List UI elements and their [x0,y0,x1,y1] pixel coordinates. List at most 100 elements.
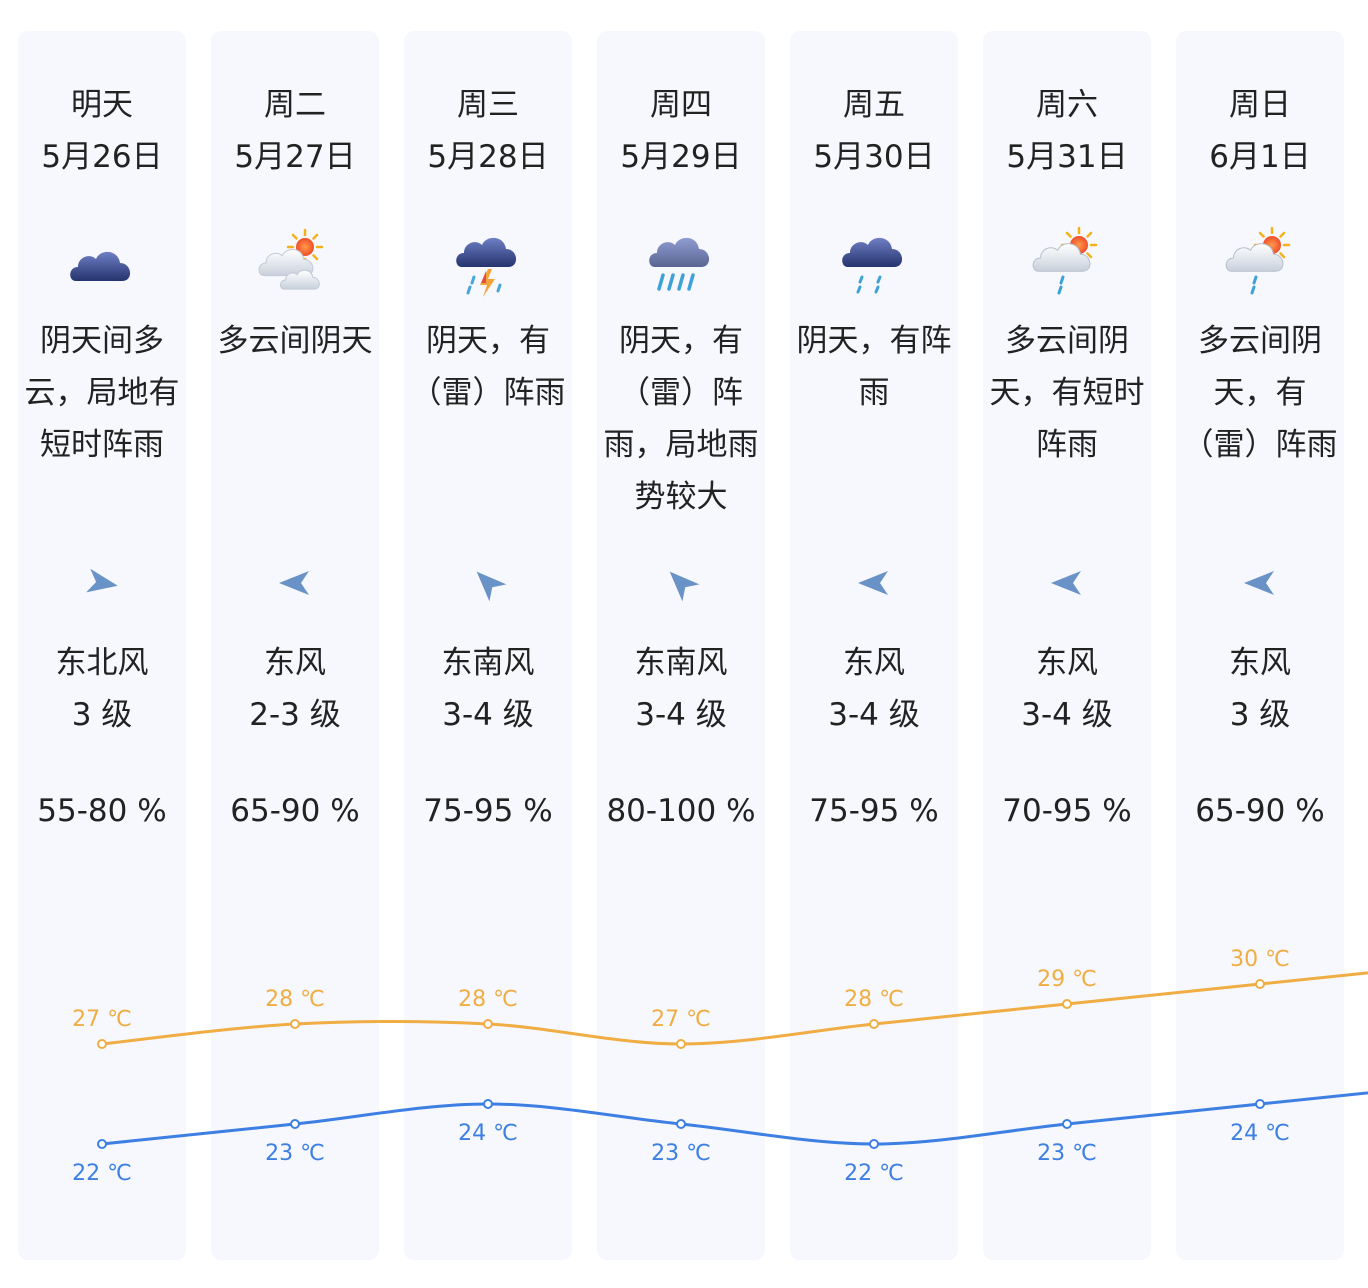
low-temp-label: 24 ℃ [1230,1121,1290,1146]
weather-description: 多云间阴天，有短时阵雨 [985,315,1149,471]
date-label: 5月31日 [1006,139,1128,175]
weather-description-line: （雷）阵雨 [1182,427,1338,463]
day-card: 周三 5月28日 阴天，有 （雷）阵雨 东南风 3-4 级 75-95 % [404,31,572,1260]
weekday-label: 周五 [843,87,905,123]
low-temp-point [290,1119,300,1129]
wind-direction-arrow-icon [275,563,315,603]
overcast-cloud-icon [62,227,142,307]
weather-description: 多云间阴天 [213,315,377,367]
weather-description-line: 多云间阴 [1198,323,1322,359]
wind-direction-label: 东风 [1036,645,1098,681]
high-temp-point [290,1019,300,1029]
weather-description: 阴天，有 （雷）阵 雨，局地雨 势较大 [599,315,763,523]
date-label: 5月28日 [427,139,549,175]
weather-description-line: 雨 [858,375,890,411]
humidity-label: 75-95 % [809,793,939,829]
date-label: 5月26日 [41,139,163,175]
wind-level-label: 3-4 级 [442,697,534,733]
day-card: 周二 5月27日 多云间阴天 东风 2-3 级 65-90 % [211,31,379,1260]
weekday-label: 周日 [1229,87,1291,123]
wind-direction-label: 东南风 [634,645,728,681]
high-temp-point [483,1019,493,1029]
rain-icon [834,227,914,307]
wind-direction-label: 东南风 [441,645,535,681]
wind-direction-arrow-icon [1240,563,1280,603]
sun-cloud-shower-icon [1220,226,1300,307]
weekday-label: 周三 [457,87,519,123]
weather-description-line: 天，有短时 [989,375,1145,411]
low-temp-line [101,1091,1368,1146]
wind-direction-label: 东风 [264,645,326,681]
wind-direction-arrow-icon [661,563,701,603]
wind-direction-label: 东北风 [55,645,149,681]
high-temp-line [101,971,1368,1046]
weather-description-line: 阴天，有 [426,323,550,359]
high-temp-label: 28 ℃ [844,987,904,1012]
day-card: 明天 5月26日 阴天间多云，局地有短时阵雨 东北风 3 级 55-80 % [18,31,186,1260]
wind-direction-arrow-icon [82,563,122,603]
day-card: 周六 5月31日 多云间阴天，有短时阵雨 东风 3-4 级 70-95 % [983,31,1151,1260]
weekday-label: 周四 [650,87,712,123]
high-temp-label: 28 ℃ [265,987,325,1012]
wind-direction-label: 东风 [843,645,905,681]
weather-description: 阴天，有阵雨 [792,315,956,419]
high-temp-label: 28 ℃ [458,987,518,1012]
sun-cloud-shower-icon [1027,226,1107,307]
high-temp-point [97,1039,107,1049]
wind-level-label: 3-4 级 [1021,697,1113,733]
weather-description-line: 阴天，有阵 [796,323,952,359]
humidity-label: 65-90 % [230,793,360,829]
partly-cloudy-icon [255,227,335,307]
weather-description: 阴天，有 （雷）阵雨 [406,315,570,419]
weather-description: 阴天间多云，局地有短时阵雨 [20,315,184,471]
weather-description-line: （雷）阵 [619,375,743,411]
wind-level-label: 3 级 [1229,697,1291,733]
low-temp-point [1062,1119,1072,1129]
high-temp-label: 29 ℃ [1037,967,1097,992]
high-temp-label: 27 ℃ [651,1007,711,1032]
low-temp-label: 23 ℃ [1037,1141,1097,1166]
weather-description-line: 势较大 [634,479,728,515]
date-label: 6月1日 [1209,139,1311,175]
wind-direction-arrow-icon [468,563,508,603]
weather-description-line: （雷）阵雨 [410,375,566,411]
weather-description-line: 云，局地有 [24,375,180,411]
wind-level-label: 3-4 级 [828,697,920,733]
weekday-label: 明天 [71,87,133,123]
date-label: 5月29日 [620,139,742,175]
humidity-label: 65-90 % [1195,793,1325,829]
thunderstorm-icon [448,227,528,307]
date-label: 5月30日 [813,139,935,175]
low-temp-label: 22 ℃ [844,1161,904,1186]
weather-description-line: 阴天，有 [619,323,743,359]
humidity-label: 70-95 % [1002,793,1132,829]
day-card: 周日 6月1日 多云间阴天，有 （雷）阵雨 东风 3 级 65-90 % [1176,31,1344,1260]
day-card: 周四 5月29日 阴天，有 （雷）阵 雨，局地雨 势较大 东南风 3-4 级 80-100 … [597,31,765,1260]
heavy-rain-icon [641,227,721,307]
weekday-label: 周二 [264,87,326,123]
weather-description-line: 阴天间多 [40,323,164,359]
high-temp-point [676,1039,686,1049]
low-temp-point [869,1139,879,1149]
low-temp-point [97,1139,107,1149]
weather-description-line: 阵雨 [1036,427,1098,463]
weather-description-line: 多云间阴天 [217,323,373,359]
low-temp-label: 24 ℃ [458,1121,518,1146]
low-temp-point [1255,1099,1265,1109]
high-temp-label: 27 ℃ [72,1007,132,1032]
wind-level-label: 3 级 [71,697,133,733]
day-card: 周五 5月30日 阴天，有阵雨 东风 3-4 级 75-95 % [790,31,958,1260]
wind-direction-label: 东风 [1229,645,1291,681]
humidity-label: 55-80 % [37,793,167,829]
weather-description-line: 天，有 [1213,375,1307,411]
weekday-label: 周六 [1036,87,1098,123]
high-temp-point [1255,979,1265,989]
humidity-label: 75-95 % [423,793,553,829]
weather-description-line: 多云间阴 [1005,323,1129,359]
weather-description-line: 短时阵雨 [40,427,164,463]
low-temp-point [676,1119,686,1129]
low-temp-label: 22 ℃ [72,1161,132,1186]
humidity-label: 80-100 % [606,793,756,829]
wind-level-label: 3-4 级 [635,697,727,733]
